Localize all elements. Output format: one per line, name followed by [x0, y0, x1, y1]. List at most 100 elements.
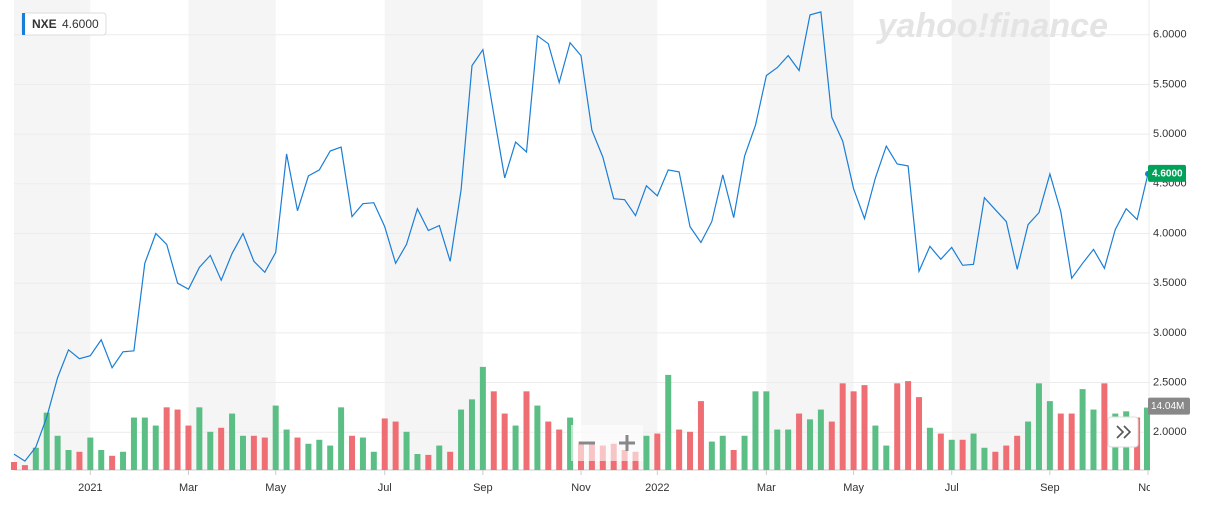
period-shade: [188, 0, 276, 470]
volume-bar: [992, 451, 999, 470]
volume-bar: [654, 433, 661, 470]
volume-bar: [817, 409, 824, 470]
volume-bar: [294, 437, 301, 470]
x-tick-label: May: [843, 482, 864, 494]
volume-badge: [1148, 397, 1190, 415]
volume-bar: [229, 413, 236, 470]
volume-bar: [1046, 401, 1053, 470]
x-tick-label: 2021: [78, 482, 102, 494]
x-tick-label: Sep: [473, 482, 493, 494]
volume-badge-label: 14.04M: [1151, 401, 1184, 412]
volume-bar: [970, 433, 977, 470]
volume-bar: [87, 437, 94, 470]
volume-bar: [850, 391, 857, 470]
volume-bar: [120, 451, 127, 470]
volume-bar: [458, 409, 465, 470]
volume-bar: [1025, 421, 1032, 470]
y-tick-label: 3.0000: [1153, 327, 1187, 339]
legend-swatch: [22, 13, 25, 35]
grid: [14, 34, 1150, 471]
volume-bar: [719, 435, 726, 470]
volume-bar: [1144, 407, 1150, 470]
y-tick-label: 2.5000: [1153, 376, 1187, 388]
period-shade: [384, 0, 483, 470]
volume-bar: [283, 429, 290, 470]
volume-bar: [479, 366, 486, 470]
volume-bar: [1057, 413, 1064, 470]
volume-bar: [937, 433, 944, 470]
volume-bar: [926, 427, 933, 470]
scroll-button[interactable]: [1107, 416, 1139, 448]
volume-bar: [98, 450, 105, 470]
volume-bar: [261, 437, 268, 470]
volume-bar: [403, 431, 410, 470]
period-shade: [1148, 0, 1150, 470]
volume-bar: [534, 405, 541, 470]
volume-bar: [447, 451, 454, 470]
y-tick-label: 3.5000: [1153, 277, 1187, 289]
background: [14, 0, 1150, 470]
volume-bar: [785, 429, 792, 470]
legend-value: 4.6000: [62, 17, 99, 31]
volume-bar: [643, 435, 650, 470]
volume-bar: [1003, 445, 1010, 470]
volume-bar: [425, 454, 432, 470]
x-tick-label: May: [265, 482, 286, 494]
volume-bar: [828, 421, 835, 470]
period-shade: [766, 0, 854, 470]
y-tick-label: 5.0000: [1153, 128, 1187, 140]
volume-bar: [567, 417, 574, 470]
volume-bar: [32, 447, 39, 470]
volume-bar: [839, 383, 846, 470]
volume-bar: [512, 425, 519, 470]
volume-bar: [305, 443, 312, 470]
volume-bar: [316, 439, 323, 470]
volume-bar: [381, 418, 388, 470]
x-tick-label: 2022: [645, 482, 669, 494]
volume-bar: [1068, 413, 1075, 470]
volume-bar: [239, 435, 246, 470]
y-axis: 2.00002.50003.00003.50004.00004.50005.00…: [1148, 29, 1190, 438]
scroll-icon: [1116, 425, 1132, 439]
volume-bar: [272, 405, 279, 470]
volume-bar: [43, 412, 50, 470]
volume-bar: [556, 429, 563, 470]
volume-bar: [207, 431, 214, 470]
volume-bar: [806, 419, 813, 470]
zoom-controls[interactable]: [571, 425, 643, 461]
volume-bar: [708, 441, 715, 470]
legend: NXE 4.6000: [21, 12, 107, 36]
x-axis: 2021 Mar May Jul Sep Nov 2022 Mar May Jul Sep Nov: [78, 470, 1158, 494]
volume-bar: [152, 425, 159, 470]
volume-bar: [196, 407, 203, 470]
volume-bar: [796, 413, 803, 470]
x-tick-label: Jul: [945, 482, 959, 494]
volume-bar: [741, 435, 748, 470]
price-badge: [1148, 164, 1186, 182]
volume-bar: [130, 417, 137, 470]
volume-bar: [218, 427, 225, 470]
volume-bar: [141, 417, 148, 470]
volume-bar: [730, 450, 737, 470]
volume-bar: [1035, 383, 1042, 470]
volume-bar: [468, 399, 475, 470]
y-tick-label: 5.5000: [1153, 78, 1187, 90]
volume-bar: [959, 439, 966, 470]
volume-bar: [948, 439, 955, 470]
volume-bar: [752, 391, 759, 470]
volume-bar: [163, 407, 170, 470]
volume-bar: [905, 381, 912, 470]
volume-bar: [697, 401, 704, 470]
x-tick-label: Sep: [1040, 482, 1060, 494]
period-shade: [581, 0, 658, 470]
volume-bar: [250, 435, 257, 470]
volume-bar: [687, 431, 694, 470]
volume-bar: [185, 425, 192, 470]
volume-bar: [916, 397, 923, 470]
volume-bar: [76, 451, 83, 470]
volume-bar: [763, 391, 770, 470]
volume-bar: [676, 429, 683, 470]
x-tick-label: Nov: [1138, 482, 1158, 494]
volume-bar: [545, 421, 552, 470]
